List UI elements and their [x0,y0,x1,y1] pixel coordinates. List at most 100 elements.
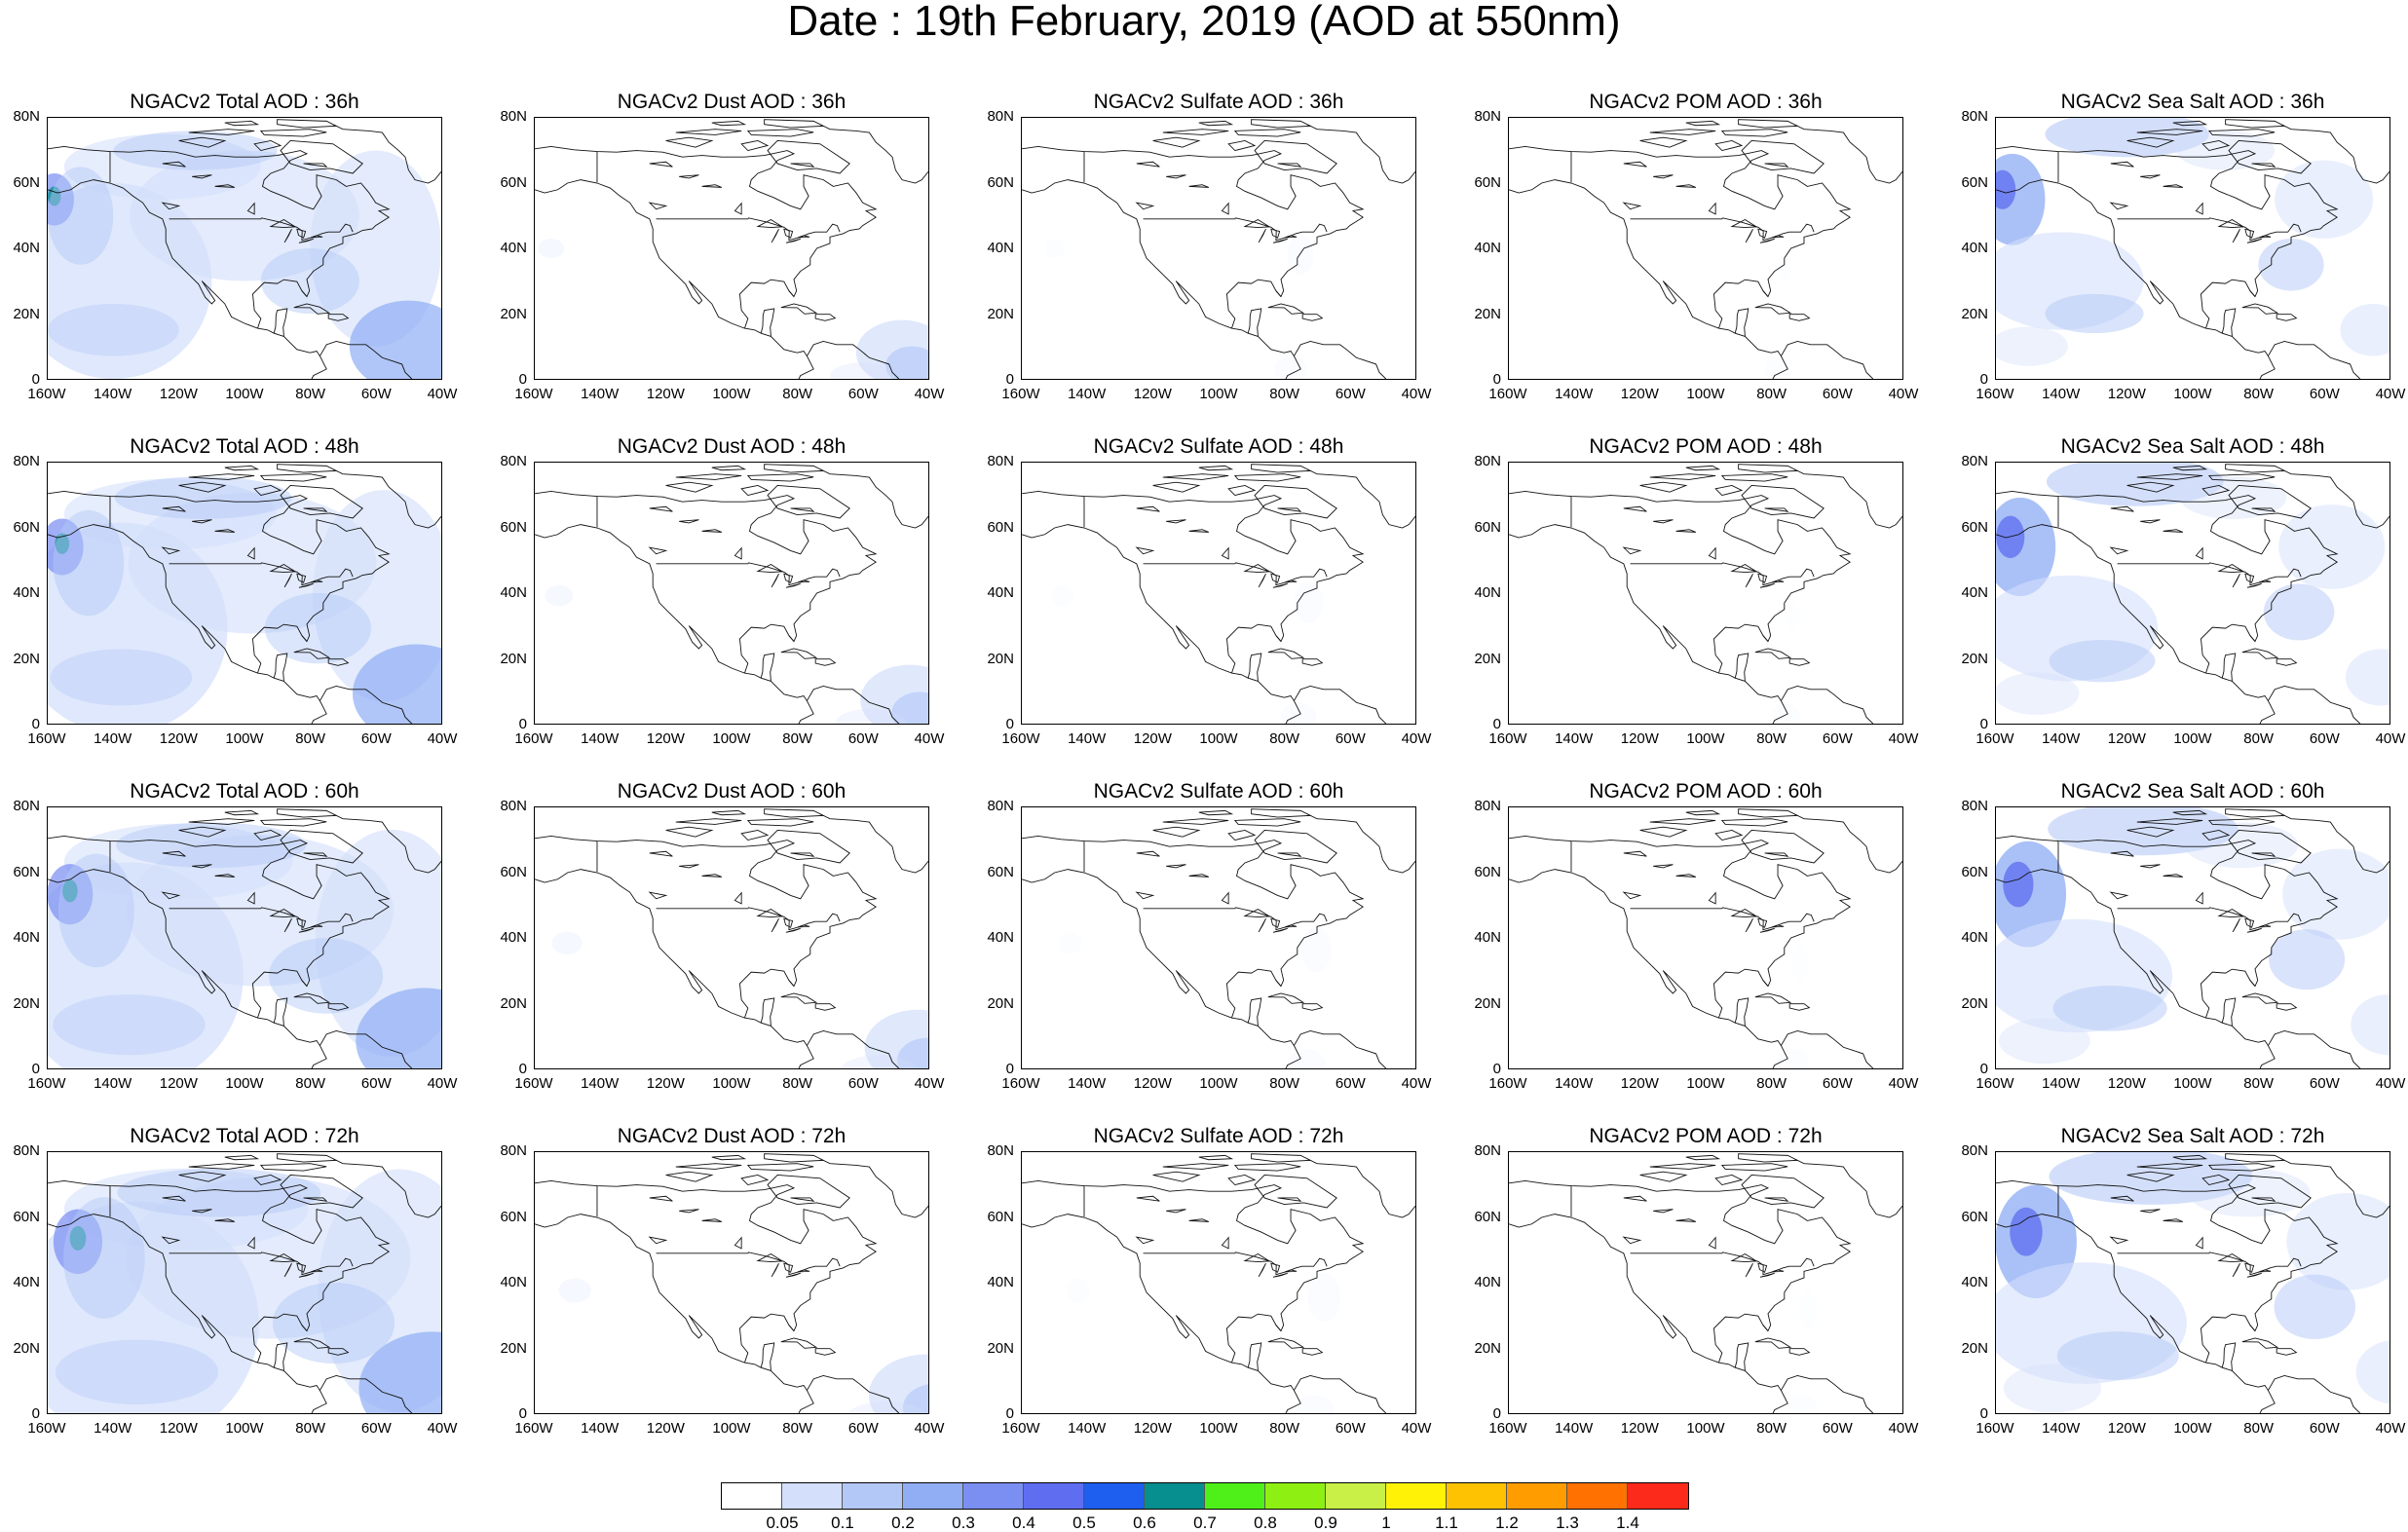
island-lake-path [1221,202,1229,215]
aod-blob [2045,118,2209,158]
island-lake-path [1759,238,1775,243]
island-lake-path [310,924,323,928]
lon-tick-label: 160W [27,1420,66,1437]
coastline-path [1793,468,1902,529]
coastline-path [48,491,391,674]
aod-field [558,1278,928,1413]
lon-tick-label: 120W [1620,1420,1659,1437]
aod-blob [538,238,565,259]
colorbar-label: 1.1 [1435,1513,1458,1532]
island-lake-path [1254,1174,1337,1209]
coastline-path [48,146,391,329]
panel-title: NGACv2 Sea Salt AOD : 48h [2060,435,2325,458]
island-lake-path [1730,564,1758,574]
coastline-path [1754,1337,1792,1349]
island-lake-path [783,917,794,928]
panel-title: NGACv2 Dust AOD : 72h [617,1125,847,1147]
island-lake-path [1258,574,1266,588]
island-lake-path [1162,1163,1229,1170]
aod-blob [113,131,278,170]
island-lake-path [1277,852,1302,857]
map-panel-dust-36h: NGACv2 Dust AOD : 36h 0 20N 40N 60N 80N 160W 14… [500,92,944,429]
aod-blob [1287,235,1314,275]
colorbar-label: 0.05 [766,1513,799,1532]
lon-tick-label: 140W [2042,730,2081,747]
island-lake-path [1136,850,1160,857]
aod-blob [885,346,928,379]
island-lake-path [192,519,212,524]
aod-blob [57,853,134,968]
coastline-path [1762,635,1769,642]
island-lake-path [2217,564,2245,574]
island-lake-path [1272,238,1288,243]
lon-tick-label: 40W [2375,1420,2406,1437]
lon-tick-label: 160W [514,1420,553,1437]
island-lake-path [192,864,212,869]
lat-tick-label: 40N [13,1274,40,1290]
coastline-path [1734,997,1750,1027]
island-lake-path [298,238,314,243]
island-lake-path [1675,874,1697,878]
aod-field [1044,235,1314,379]
lon-tick-label: 160W [1001,386,1040,402]
coastline-path [1509,524,1874,724]
lat-tick-label: 60N [500,173,527,191]
island-lake-path [1639,136,1688,148]
coastline-path [798,355,814,379]
coastline-path [169,1252,354,1276]
coastline-path [1630,217,1815,242]
coastline-path [814,1348,837,1356]
lon-tick-label: 60W [847,386,879,402]
island-lake-path [2163,529,2184,533]
island-lake-path [771,229,779,243]
aod-blob [1996,672,2080,715]
island-lake-path [277,1153,338,1163]
island-lake-path [679,864,699,869]
island-lake-path [192,174,212,179]
lat-tick-label: 80N [500,1142,527,1159]
coastline-path [1509,179,1874,379]
lon-tick-label: 80W [1756,386,1787,402]
aod-blob [63,823,293,900]
coastline-path [798,1390,814,1413]
aod-blob [1998,1018,2090,1065]
island-lake-path [269,219,297,229]
aod-blob [1996,326,2069,366]
lon-tick-label: 120W [1620,730,1659,747]
aod-blob [2052,986,2167,1031]
aod-blob [841,1055,917,1068]
coastline-path [798,700,814,724]
map-panel-dust-48h: NGACv2 Dust AOD : 48h 0 20N 40N 60N 80N 160W 14… [500,436,944,773]
island-lake-path [767,1174,850,1209]
lon-tick-label: 80W [295,1075,326,1092]
island-lake-path [2110,161,2134,168]
aod-blob [1792,944,1808,982]
aod-field [48,476,441,724]
lon-tick-label: 40W [427,730,458,747]
island-lake-path [246,202,255,215]
island-lake-path [161,546,181,555]
lon-tick-label: 40W [2375,730,2406,747]
aod-field [1996,463,2389,715]
aod-blob [2188,1168,2311,1217]
aod-blob [2286,1193,2389,1290]
island-lake-path [1741,484,1825,519]
lon-tick-label: 160W [1975,1420,2014,1437]
island-lake-path [1653,174,1674,179]
island-lake-path [679,1209,699,1214]
aod-blob [2345,649,2389,706]
island-lake-path [2140,174,2161,179]
island-lake-path [2225,808,2286,818]
island-lake-path [310,1269,323,1273]
coastlines [1509,1153,1902,1413]
lat-tick-label: 20N [500,994,527,1012]
map-panel-dust-60h: NGACv2 Dust AOD : 60h 0 20N 40N 60N 80N 160W 14… [500,781,944,1118]
lat-tick-label: 80N [1474,108,1501,125]
island-lake-path [1708,1236,1716,1250]
coastline-path [1301,1003,1324,1011]
coastline-path [1275,290,1282,297]
lat-tick-label: 20N [13,305,40,322]
colorbar-swatch [1507,1483,1567,1509]
aod-blob [63,1197,145,1319]
lon-tick-label: 60W [1335,1075,1366,1092]
